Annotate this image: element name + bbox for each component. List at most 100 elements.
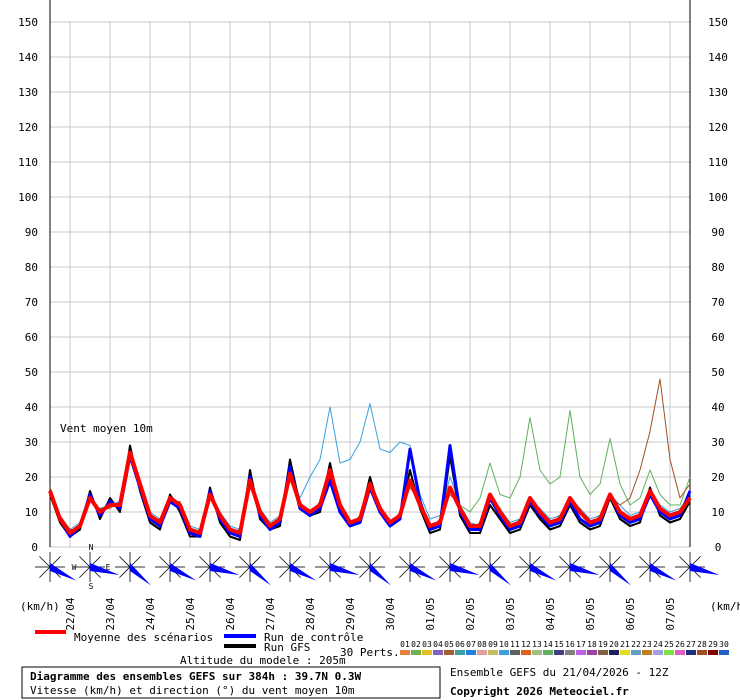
x-tick-label: 25/04 — [184, 597, 197, 630]
wind-rose — [119, 556, 131, 568]
pert-label: 19 — [598, 640, 608, 649]
pert-swatch — [433, 650, 443, 655]
wind-rose — [79, 556, 91, 568]
pert-label: 13 — [532, 640, 542, 649]
x-tick-label: 23/04 — [104, 597, 117, 630]
x-tick-label: 26/04 — [224, 597, 237, 630]
pert-label: 06 — [455, 640, 465, 649]
pert-label: 25 — [664, 640, 674, 649]
pert-label: 02 — [411, 640, 421, 649]
wind-rose — [39, 556, 51, 568]
x-tick-label: 29/04 — [344, 597, 357, 630]
wind-rose — [399, 556, 411, 568]
y-tick-label: 120 — [18, 121, 38, 134]
wind-rose — [359, 556, 371, 568]
y-tick-label: 110 — [708, 156, 728, 169]
pert-swatch — [444, 650, 454, 655]
wind-rose — [559, 556, 571, 568]
pert-swatch — [642, 650, 652, 655]
wind-rose — [279, 556, 291, 568]
pert-swatch — [675, 650, 685, 655]
perturbation-line — [49, 403, 691, 530]
x-tick-label: 03/05 — [504, 597, 517, 630]
pert-swatch — [686, 650, 696, 655]
pert-swatch — [455, 650, 465, 655]
wind-rose — [279, 566, 291, 578]
wind-rose — [559, 566, 571, 578]
compass-label: E — [106, 563, 111, 572]
wind-rose — [519, 566, 531, 578]
pert-label: 07 — [466, 640, 476, 649]
wind-rose — [239, 566, 251, 578]
pert-swatch — [499, 650, 509, 655]
y-tick-label: 150 — [18, 16, 38, 29]
wind-rose — [159, 556, 171, 568]
legend-label: Moyenne des scénarios — [74, 631, 213, 644]
pert-label: 08 — [477, 640, 487, 649]
x-tick-label: 04/05 — [544, 597, 557, 630]
y-tick-label: 130 — [18, 86, 38, 99]
pert-swatch — [598, 650, 608, 655]
compass-label: W — [72, 563, 77, 572]
x-tick-label: 22/04 — [64, 597, 77, 630]
lines — [48, 378, 692, 541]
pert-label: 04 — [433, 640, 443, 649]
series-line — [48, 450, 692, 535]
wind-rose — [479, 556, 491, 568]
pert-label: 12 — [521, 640, 531, 649]
y-tick-label: 90 — [711, 226, 724, 239]
wind-rose — [639, 556, 651, 568]
wind-rose — [159, 566, 171, 578]
x-tick-label: 01/05 — [424, 597, 437, 630]
y-tick-label: 10 — [711, 506, 724, 519]
wind-rose — [599, 566, 611, 578]
wind-rose — [39, 566, 51, 578]
pert-swatch — [697, 650, 707, 655]
wind-rose — [639, 566, 651, 578]
pert-swatch — [620, 650, 630, 655]
wind-rose — [439, 556, 451, 568]
wind-arrow — [50, 563, 77, 581]
pert-swatch — [466, 650, 476, 655]
wind-row: N W E S — [35, 543, 720, 591]
wind-arrow — [490, 563, 511, 586]
pert-swatch — [609, 650, 619, 655]
pert-swatch — [422, 650, 432, 655]
wind-rose — [599, 556, 611, 568]
wind-rose — [239, 556, 251, 568]
pert-swatch — [587, 650, 597, 655]
pert-swatch — [565, 650, 575, 655]
wind-arrow — [530, 563, 557, 581]
wind-rose — [79, 566, 91, 578]
wind-arrow — [290, 563, 317, 581]
y-tick-label: 0 — [715, 541, 722, 554]
y-tick-label: 50 — [711, 366, 724, 379]
series-line — [49, 444, 691, 541]
wind-rose — [399, 566, 411, 578]
wind-arrow — [410, 563, 437, 581]
x-tick-label: 28/04 — [304, 597, 317, 630]
pert-label: 30 — [719, 640, 729, 649]
pert-label: 05 — [444, 640, 454, 649]
y-tick-label: 60 — [25, 331, 38, 344]
pert-swatch — [631, 650, 641, 655]
y-tick-label: 30 — [711, 436, 724, 449]
compass-label: N — [89, 543, 94, 552]
y-tick-label: 120 — [708, 121, 728, 134]
pert-swatch — [400, 650, 410, 655]
pert-swatch — [510, 650, 520, 655]
pert-label: 11 — [510, 640, 520, 649]
run-info: Ensemble GEFS du 21/04/2026 - 12Z — [450, 666, 669, 679]
y-unit: (km/h) — [710, 600, 740, 613]
y-tick-label: 100 — [18, 191, 38, 204]
y-tick-label: 70 — [711, 296, 724, 309]
pert-swatch — [664, 650, 674, 655]
y-tick-label: 100 — [708, 191, 728, 204]
compass-label: S — [89, 582, 94, 591]
pert-label: 20 — [609, 640, 619, 649]
altitude: Altitude du modele : 205m — [180, 654, 346, 667]
x-tick-label: 27/04 — [264, 597, 277, 630]
legend-label: Run GFS — [264, 641, 310, 654]
pert-swatch — [576, 650, 586, 655]
